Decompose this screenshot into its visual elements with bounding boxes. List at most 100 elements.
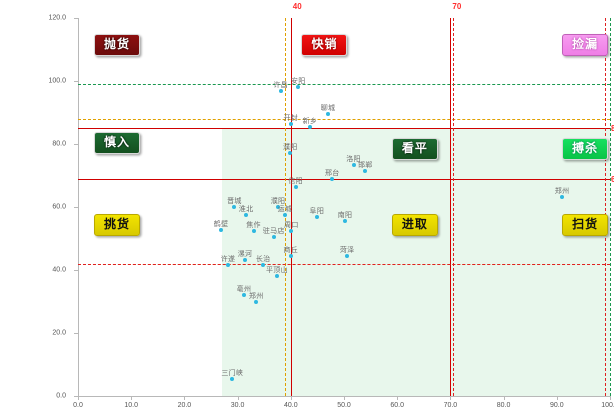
shaded-region [221,128,610,396]
x-axis-tick-label: 60.0 [390,402,404,409]
y-axis-line [78,18,79,396]
reference-line-horizontal-99 [78,84,610,86]
data-point[interactable] [244,212,249,217]
y-axis-tick-label: 120.0 [48,14,66,22]
data-point[interactable] [293,185,298,190]
x-axis-tick-label: 10.0 [124,402,138,409]
data-point[interactable] [243,257,248,262]
data-point[interactable] [363,169,368,174]
x-axis-tick [237,396,239,400]
y-axis-tick-label: 20.0 [52,329,66,337]
data-point-label: 信阳 [288,178,303,186]
data-point[interactable] [307,124,312,129]
data-point-label: 南阳 [337,211,353,219]
y-axis-tick-label: 60.0 [52,203,66,211]
x-axis-tick-label: 0.0 [73,402,83,409]
data-point[interactable] [278,89,283,94]
quadrant-badge: 捡漏 [562,34,609,57]
data-point[interactable] [296,84,301,89]
reference-line-vertical-70 [450,18,452,396]
data-point-label: 新乡 [302,117,318,125]
data-point[interactable] [230,376,235,381]
data-point-label: 安阳 [290,77,306,85]
data-point-label: 长治 [255,256,271,264]
top-axis-marker: 40 [292,2,302,11]
quadrant-badge: 挑货 [93,213,140,236]
data-point-label: 郑州 [248,293,264,301]
data-point[interactable] [219,227,224,232]
data-point-label: 运城 [277,206,293,214]
top-axis-marker: 70 [452,2,462,11]
data-point[interactable] [330,176,335,181]
data-point-label: 许遂 [220,255,236,263]
y-axis-tick [74,144,78,145]
data-point[interactable] [314,215,319,220]
quadrant-badge: 慎入 [93,131,140,155]
data-point[interactable] [251,229,256,234]
x-axis-tick-label: 30.0 [230,402,245,409]
x-axis-tick [450,396,452,400]
quadrant-badge: 抛货 [93,34,140,57]
x-axis-tick [556,396,558,400]
data-point-label: 聊城 [320,104,336,112]
reference-line-horizontal-42 [78,263,610,265]
quadrant-badge: 进取 [391,213,438,236]
y-axis-tick [74,396,78,397]
data-point-label: 亳州 [236,286,252,294]
data-point[interactable] [261,263,266,268]
x-axis-tick-label: 20.0 [177,402,192,409]
quadrant-badge: 扫货 [562,213,609,236]
data-point[interactable] [351,162,356,167]
data-point[interactable] [276,205,281,209]
data-point-label: 周口 [284,222,299,230]
reference-line-horizontal-69 [78,178,610,180]
data-point-label: 开封 [283,115,299,123]
quadrant-badge: 看平 [391,138,438,161]
data-point[interactable] [254,300,259,305]
data-point[interactable] [241,293,246,298]
data-point[interactable] [345,253,350,258]
data-point[interactable] [232,205,237,209]
data-point-label: 邢台 [324,169,340,177]
x-axis-tick [610,396,611,400]
y-axis-tick [74,333,78,334]
x-axis-tick-label: 40.0 [283,402,298,409]
data-point[interactable] [282,213,287,218]
y-axis-tick-label: 0.0 [56,392,66,400]
data-point[interactable] [326,111,331,116]
data-point[interactable] [288,151,293,156]
right-axis-marker: 85 [611,124,614,134]
x-axis-tick-label: 50.0 [337,402,351,409]
right-axis-marker: 69 [611,174,614,184]
data-point[interactable] [289,229,294,234]
data-point[interactable] [288,254,293,259]
data-point[interactable] [560,194,565,199]
plot-area: 许昌 安阳 聊城 开封 新乡 濮阳 洛阳 邯郸 邢台 郑州 信阳 晋城 淮北 濮阳 运城 阜阳 南阳 鹤壁 焦作 驻马… [74,18,611,400]
reference-line-horizontal-88 [78,118,610,120]
data-point[interactable] [274,274,279,279]
data-point[interactable] [271,234,276,239]
data-point-label: 洛阳 [346,155,361,163]
quadrant-badge: 快销 [301,34,348,57]
data-point-label: 濮阳 [282,144,298,152]
y-axis-tick [74,270,78,271]
data-point[interactable] [343,218,348,223]
x-axis-tick [344,396,345,400]
data-point[interactable] [226,262,231,267]
reference-line-vertical-70.5 [453,18,455,396]
data-point-label: 焦作 [246,222,261,230]
data-point-label: 濮阳 [270,198,286,205]
reference-line-horizontal-42 [78,263,610,265]
data-point-label: 驻马店 [262,227,285,235]
y-axis-tick-label: 40.0 [52,266,66,274]
x-axis-tick [78,396,79,400]
data-point-label: 三门峡 [221,369,244,377]
y-axis-tick [74,207,78,208]
x-axis-tick [131,396,133,400]
x-axis-tick-label: 70.0 [443,402,458,409]
reference-line-vertical-99 [604,18,606,396]
data-point[interactable] [288,122,293,127]
quadrant-badge: 搏杀 [562,138,609,161]
x-axis-tick-label: 100.0 [601,402,614,409]
